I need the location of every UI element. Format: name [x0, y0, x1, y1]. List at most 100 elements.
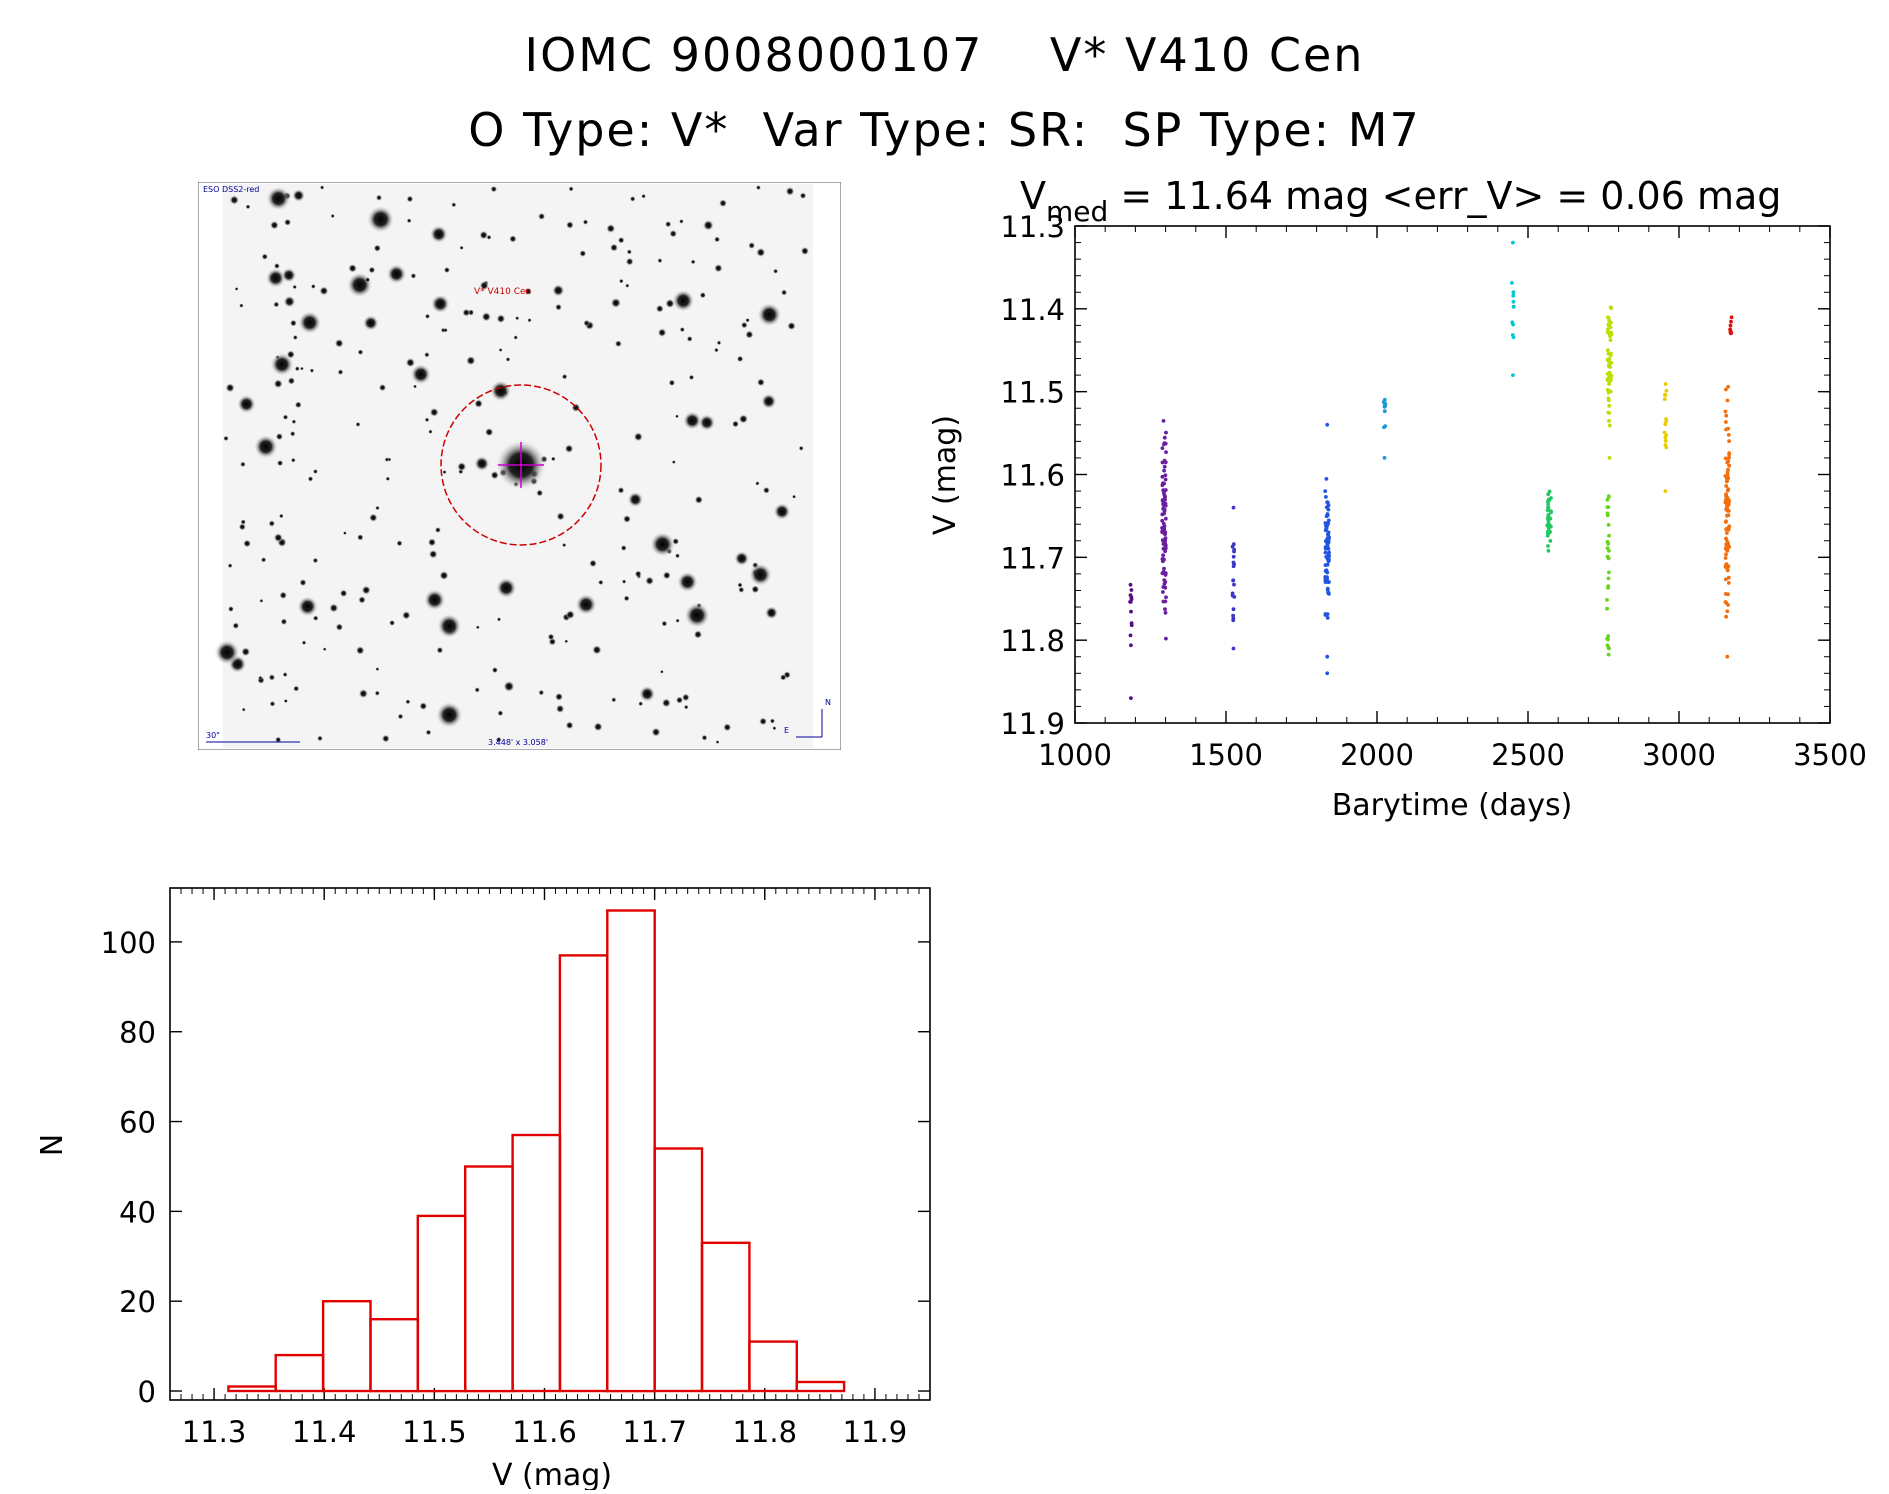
- data-point: [1163, 571, 1168, 575]
- data-point: [1511, 322, 1515, 327]
- data-point: [1724, 564, 1728, 569]
- star: [629, 195, 636, 202]
- star: [755, 247, 766, 258]
- star: [375, 194, 383, 201]
- x-tick-label: 11.3: [182, 1415, 247, 1449]
- star: [223, 435, 229, 442]
- star: [276, 459, 284, 467]
- data-point: [1327, 558, 1331, 563]
- star: [436, 613, 462, 639]
- light-curve-frame: [1074, 225, 1831, 724]
- histogram-chart: 11.3 11.4 11.5 11.6 11.7 11.8 11.9 0 20 40 60 80 100…: [40, 887, 931, 1490]
- star: [588, 559, 598, 568]
- star: [701, 734, 708, 741]
- star: [479, 230, 489, 240]
- star: [623, 595, 630, 602]
- data-point: [1323, 563, 1328, 567]
- data-point: [1607, 533, 1611, 538]
- data-point: [1727, 439, 1731, 443]
- star: [310, 283, 316, 289]
- star: [227, 605, 235, 613]
- star: [265, 267, 286, 289]
- data-point: [1326, 591, 1331, 595]
- data-point: [1324, 505, 1329, 510]
- star: [561, 373, 568, 380]
- star: [292, 188, 306, 203]
- star: [622, 514, 632, 524]
- data-point: [1724, 577, 1728, 582]
- data-point: [1164, 636, 1168, 641]
- star: [283, 698, 288, 704]
- data-point: [1724, 387, 1728, 392]
- compass-e: E: [784, 726, 789, 735]
- star: [270, 352, 294, 377]
- star: [538, 689, 545, 696]
- star: [718, 199, 728, 208]
- star: [575, 593, 597, 616]
- data-point: [1325, 536, 1330, 541]
- star: [429, 407, 439, 418]
- data-point: [1324, 526, 1329, 530]
- histogram-bar: [416, 1214, 467, 1393]
- star: [496, 314, 506, 324]
- data-point: [1663, 443, 1668, 447]
- star: [366, 205, 395, 234]
- data-point: [1163, 607, 1167, 611]
- series-8: [1605, 494, 1611, 657]
- data-point: [1161, 599, 1166, 604]
- x-tick-label: 11.5: [402, 1415, 467, 1449]
- data-point: [1605, 511, 1610, 516]
- star: [505, 356, 511, 362]
- star: [745, 317, 750, 323]
- star: [762, 486, 771, 494]
- data-point: [1663, 422, 1668, 427]
- data-point: [1663, 438, 1668, 443]
- star: [381, 734, 390, 743]
- data-point: [1605, 606, 1609, 611]
- star: [496, 617, 502, 622]
- histogram-bar: [274, 1353, 325, 1393]
- star: [239, 303, 244, 308]
- star: [375, 667, 380, 672]
- data-point: [1323, 489, 1328, 493]
- star: [229, 195, 240, 205]
- star: [290, 457, 296, 463]
- data-point: [1726, 575, 1731, 580]
- y-tick-label: 11.8: [1000, 624, 1065, 658]
- data-point: [1160, 460, 1165, 465]
- star: [253, 434, 279, 459]
- star: [292, 685, 300, 692]
- data-point: [1231, 554, 1236, 559]
- histogram-bar: [653, 1147, 704, 1393]
- star: [591, 644, 602, 655]
- star: [772, 268, 779, 274]
- data-point: [1723, 546, 1728, 551]
- data-point: [1231, 613, 1235, 618]
- data-point: [1723, 456, 1728, 461]
- x-tick-label: 11.9: [843, 1415, 908, 1449]
- data-point: [1382, 404, 1387, 409]
- data-point: [1325, 500, 1330, 505]
- x-tick-label: 11.8: [732, 1415, 797, 1449]
- star: [355, 421, 361, 428]
- light-curve-ticks: 1000 1500 2000 2500 3000 3500 11.3 11.4 11.5 11.6…: [1000, 210, 1866, 772]
- data-point: [1606, 585, 1610, 590]
- data-point: [1325, 671, 1330, 676]
- star: [268, 520, 276, 527]
- data-point: [1726, 433, 1731, 437]
- star: [690, 259, 696, 265]
- star: [439, 570, 449, 581]
- star: [474, 455, 490, 472]
- data-point: [1549, 510, 1553, 515]
- data-point: [1162, 581, 1167, 586]
- star: [242, 539, 252, 548]
- series-1: [1128, 582, 1134, 700]
- star: [397, 713, 404, 720]
- star: [699, 291, 707, 299]
- star: [661, 620, 668, 627]
- data-point: [1161, 590, 1165, 594]
- data-point: [1382, 456, 1387, 460]
- star: [261, 253, 269, 261]
- data-point: [1231, 618, 1236, 623]
- data-point: [1606, 323, 1611, 328]
